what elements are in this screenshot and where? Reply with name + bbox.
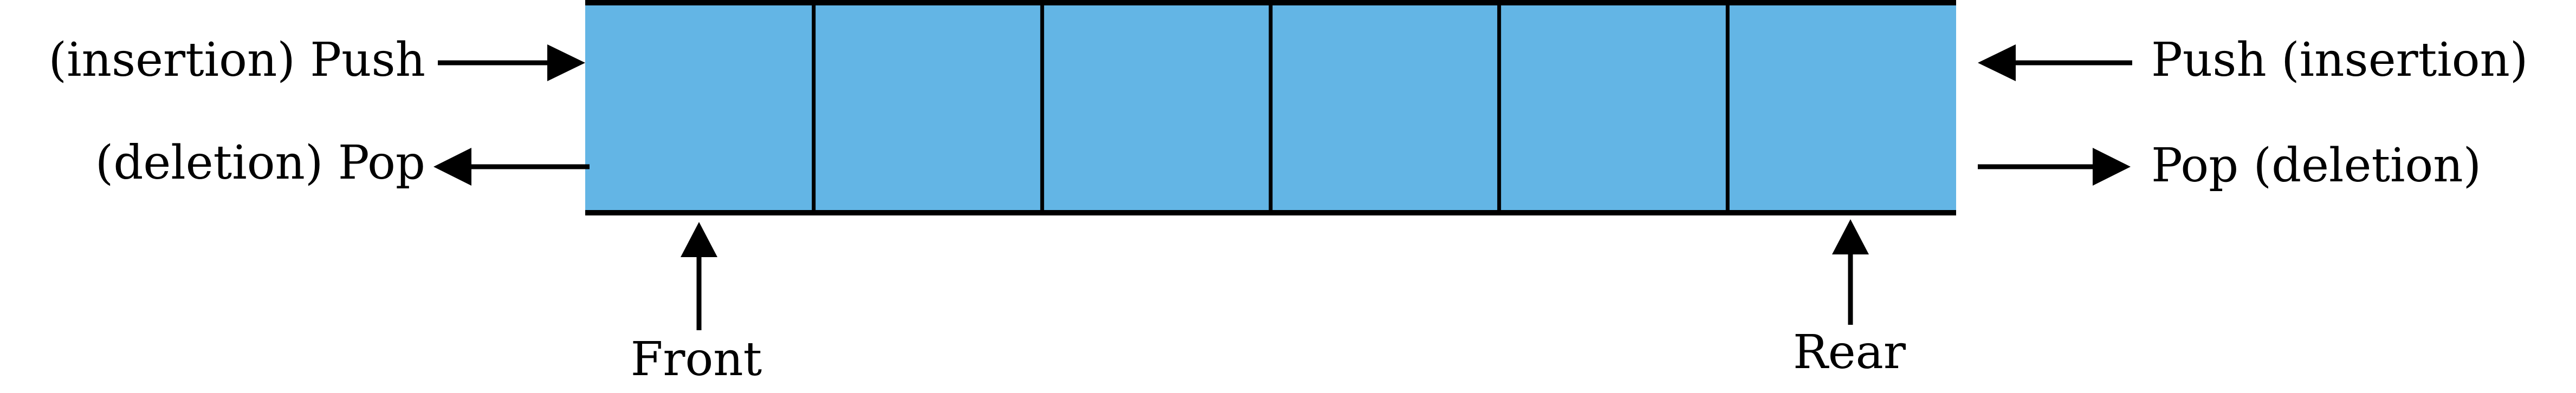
left-push-arrow-icon (438, 44, 585, 81)
rear-pointer-group: Rear (1793, 219, 1906, 379)
cell-dividers (812, 3, 1730, 213)
left-pop-label: (deletion) Pop (95, 136, 425, 190)
front-pointer-group: Front (631, 222, 762, 387)
rear-arrow-icon (1832, 219, 1869, 325)
front-arrow-icon (681, 222, 717, 330)
right-push-group: Push (insertion) (1978, 33, 2528, 87)
left-push-group: (insertion) Push (49, 33, 585, 87)
right-pop-arrow-icon (1978, 148, 2131, 186)
right-push-arrow-icon (1978, 44, 2132, 81)
right-pop-group: Pop (deletion) (1978, 139, 2481, 193)
right-pop-label: Pop (deletion) (2151, 139, 2481, 193)
rear-label: Rear (1793, 325, 1906, 379)
deque-body (585, 0, 1956, 215)
right-push-label: Push (insertion) (2151, 33, 2528, 87)
left-pop-group: (deletion) Pop (95, 136, 590, 190)
left-push-label: (insertion) Push (49, 33, 425, 87)
left-pop-arrow-icon (433, 148, 590, 186)
front-label: Front (631, 332, 762, 387)
